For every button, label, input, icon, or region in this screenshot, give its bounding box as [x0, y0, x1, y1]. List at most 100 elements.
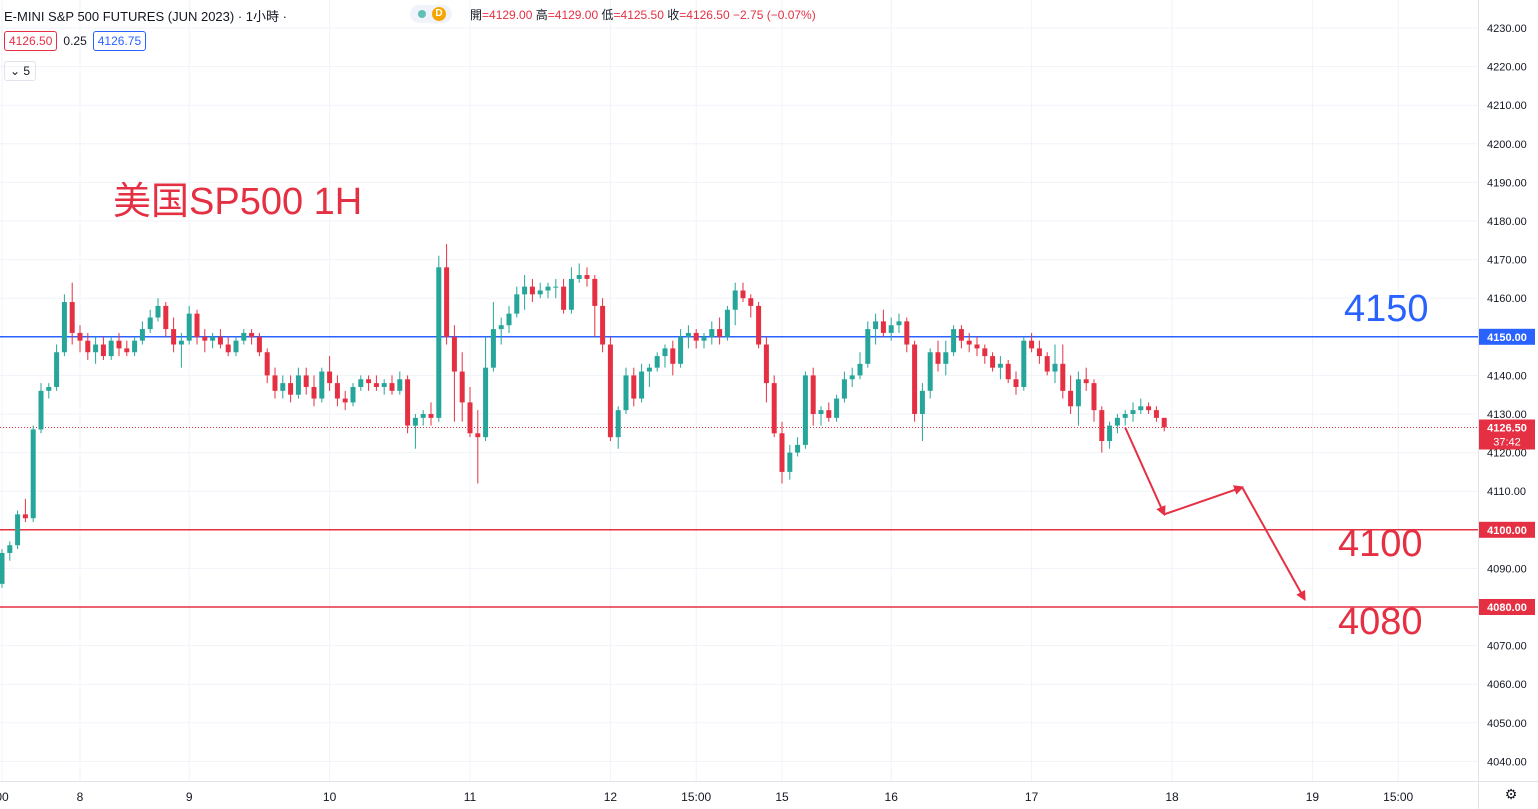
candle — [912, 340, 918, 422]
candle — [350, 383, 356, 407]
x-tick-label: 10 — [323, 790, 337, 804]
candle-body — [951, 329, 957, 353]
candle-body — [756, 305, 762, 345]
candle-body — [116, 340, 122, 349]
candle — [880, 309, 886, 337]
chevron-down-icon: ⌄ — [9, 64, 21, 78]
indicator-count: 5 — [23, 64, 31, 78]
candle — [85, 332, 91, 360]
candle — [69, 282, 75, 345]
time-axis[interactable]: 00 8 9 10 11 12 15:00 15 16 17 18 19 15:00 — [0, 781, 1538, 805]
candle-body — [584, 275, 590, 279]
candle — [490, 302, 496, 372]
y-tick-label: 4090.00 — [1487, 563, 1527, 575]
candle — [561, 278, 567, 314]
candle-body — [810, 375, 816, 414]
candle-body — [553, 286, 559, 288]
y-tick-label: 4210.00 — [1487, 100, 1527, 112]
candle-body — [693, 332, 699, 341]
x-tick-label: 12 — [604, 790, 618, 804]
candle — [498, 317, 504, 345]
candle — [584, 267, 590, 287]
market-status[interactable]: D — [410, 5, 452, 23]
x-tick-label: 19 — [1306, 790, 1320, 804]
candle-body — [459, 371, 465, 403]
candle-body — [522, 286, 528, 295]
candle-body — [397, 379, 403, 391]
candle-body — [685, 332, 691, 337]
chart-legend: E-MINI S&P 500 FUTURES (JUN 2023) · 1小時 … — [4, 6, 816, 25]
candle-body — [303, 375, 309, 387]
x-tick-label: 15:00 — [1383, 790, 1413, 804]
bid-button[interactable]: 4126.50 — [4, 31, 58, 51]
annotation-level-4080[interactable]: 4080 — [1338, 601, 1423, 643]
candle — [1044, 352, 1050, 376]
candle-body — [163, 305, 169, 330]
symbol-title[interactable]: E-MINI S&P 500 FUTURES (JUN 2023) · 1小時 … — [4, 9, 287, 24]
candle-body — [389, 383, 395, 391]
indicator-toggle[interactable]: ⌄ 5 — [4, 61, 36, 81]
candle — [763, 336, 769, 403]
candle — [405, 375, 411, 434]
annotation-level-4100[interactable]: 4100 — [1338, 523, 1423, 565]
candle-body — [561, 286, 567, 310]
candle-body — [880, 321, 886, 333]
candle — [256, 332, 262, 357]
candle-body — [1083, 379, 1089, 384]
candle-body — [990, 356, 996, 368]
candle — [966, 332, 972, 353]
candle — [1013, 371, 1019, 395]
forecast-arrow[interactable] — [1124, 427, 1166, 517]
forecast-arrow[interactable] — [1241, 486, 1306, 602]
candle-body — [1107, 425, 1113, 442]
candle-body — [912, 344, 918, 414]
horizontal-lines — [0, 336, 1478, 608]
candle-body — [576, 275, 582, 279]
candle — [537, 282, 543, 299]
candle — [857, 352, 863, 380]
candle — [623, 367, 629, 414]
close-label: 收 — [667, 8, 680, 22]
candle — [810, 367, 816, 426]
y-tick-label: 4180.00 — [1487, 216, 1527, 228]
candle — [436, 255, 442, 422]
candle — [545, 282, 551, 299]
candle-body — [826, 410, 832, 418]
x-tick-label: 11 — [464, 790, 477, 804]
candle — [366, 375, 372, 391]
candle-body — [771, 383, 777, 434]
candle — [943, 340, 949, 376]
candle-body — [256, 336, 262, 353]
candle-body — [444, 267, 450, 337]
candle — [233, 336, 239, 357]
market-open-dot-icon — [418, 10, 426, 18]
candle-body — [186, 313, 192, 341]
candle-body — [1060, 363, 1066, 391]
level-price-label: 4080.00 — [1487, 602, 1527, 614]
candle — [30, 425, 36, 523]
forecast-arrow[interactable] — [1163, 485, 1245, 516]
candle-body — [506, 313, 512, 326]
candle-body — [732, 290, 738, 310]
candle-body — [974, 344, 980, 349]
candle-body — [61, 302, 67, 353]
candle-body — [919, 390, 925, 414]
candle — [802, 371, 808, 449]
annotation-level-4150[interactable]: 4150 — [1344, 288, 1429, 330]
candle — [178, 332, 184, 368]
gear-icon[interactable]: ⚙ — [1504, 786, 1518, 802]
candle — [756, 302, 762, 349]
price-axis[interactable]: 4230.00 4220.00 4210.00 4200.00 4190.00 4180.… — [1478, 0, 1536, 809]
candle-body — [15, 514, 21, 546]
candle — [0, 549, 5, 588]
candle-body — [210, 336, 216, 341]
candle — [451, 325, 457, 422]
candle — [342, 390, 348, 411]
ask-button[interactable]: 4126.75 — [92, 31, 147, 51]
candle-body — [77, 332, 83, 341]
candle — [358, 375, 364, 391]
x-tick-label: 15 — [775, 790, 789, 804]
candle-body — [857, 363, 863, 376]
annotation-title[interactable]: 美国SP500 1H — [113, 181, 363, 223]
